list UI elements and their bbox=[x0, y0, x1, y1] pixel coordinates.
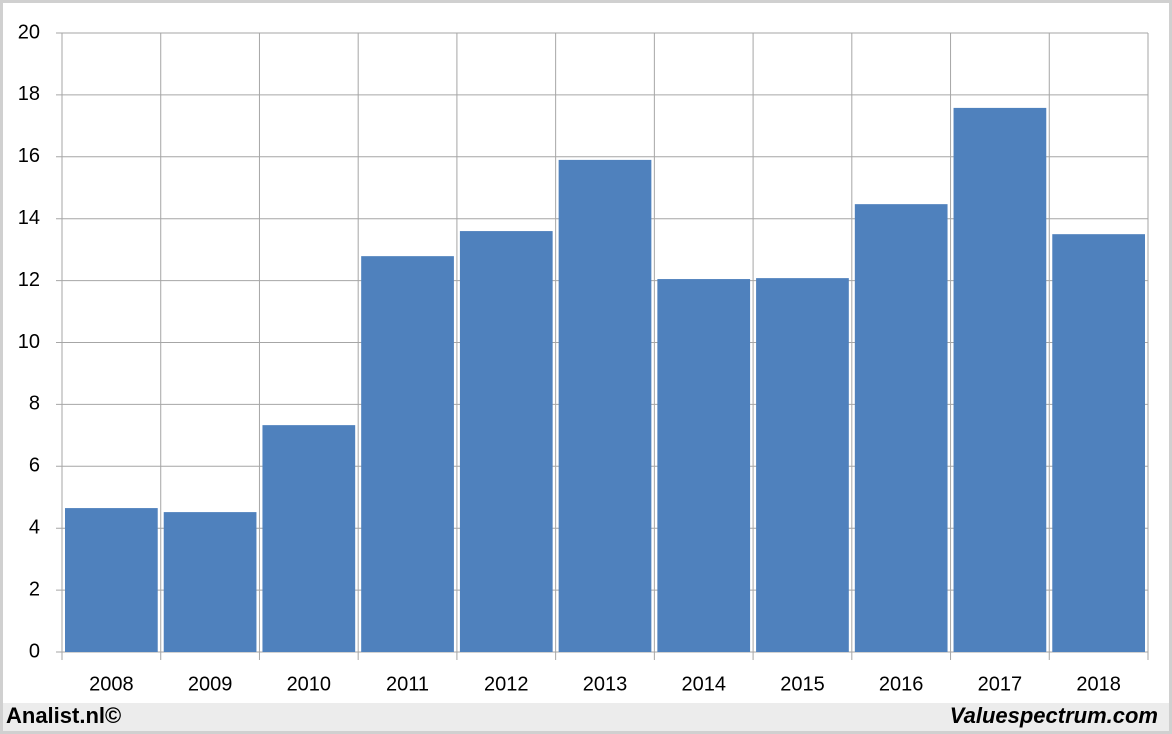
x-tick-label: 2008 bbox=[89, 673, 134, 695]
y-tick-label: 2 bbox=[29, 578, 40, 600]
bar bbox=[756, 278, 849, 652]
x-tick-label: 2010 bbox=[287, 673, 332, 695]
x-tick-label: 2012 bbox=[484, 673, 529, 695]
y-tick-label: 12 bbox=[18, 269, 40, 291]
x-tick-label: 2016 bbox=[879, 673, 924, 695]
bar bbox=[361, 256, 454, 652]
bar bbox=[163, 512, 257, 652]
x-tick-label: 2014 bbox=[681, 673, 726, 695]
y-tick-label: 14 bbox=[18, 207, 40, 229]
x-tick-label: 2013 bbox=[583, 673, 628, 695]
bar bbox=[558, 159, 652, 652]
x-tick-label: 2015 bbox=[780, 673, 825, 695]
y-tick-label: 4 bbox=[29, 516, 40, 538]
bar bbox=[262, 425, 356, 652]
footer-left: Analist.nl© bbox=[6, 703, 121, 728]
x-tick-label: 2011 bbox=[386, 673, 429, 695]
footer-strip bbox=[3, 703, 1169, 731]
bar bbox=[1052, 234, 1145, 653]
y-tick-label: 20 bbox=[18, 21, 40, 43]
x-tick-label: 2017 bbox=[978, 673, 1023, 695]
y-tick-label: 8 bbox=[29, 393, 40, 415]
y-tick-label: 16 bbox=[18, 145, 40, 167]
x-tick-label: 2009 bbox=[188, 673, 233, 695]
bar bbox=[854, 204, 948, 652]
x-tick-label: 2018 bbox=[1076, 673, 1121, 695]
y-tick-label: 0 bbox=[29, 640, 40, 662]
y-tick-label: 10 bbox=[18, 331, 40, 353]
y-tick-label: 18 bbox=[18, 83, 40, 105]
bar bbox=[459, 231, 553, 652]
bar bbox=[65, 508, 158, 652]
footer-right: Valuespectrum.com bbox=[950, 703, 1158, 728]
y-tick-label: 6 bbox=[29, 455, 40, 477]
bar bbox=[953, 107, 1047, 653]
bar bbox=[657, 279, 751, 652]
